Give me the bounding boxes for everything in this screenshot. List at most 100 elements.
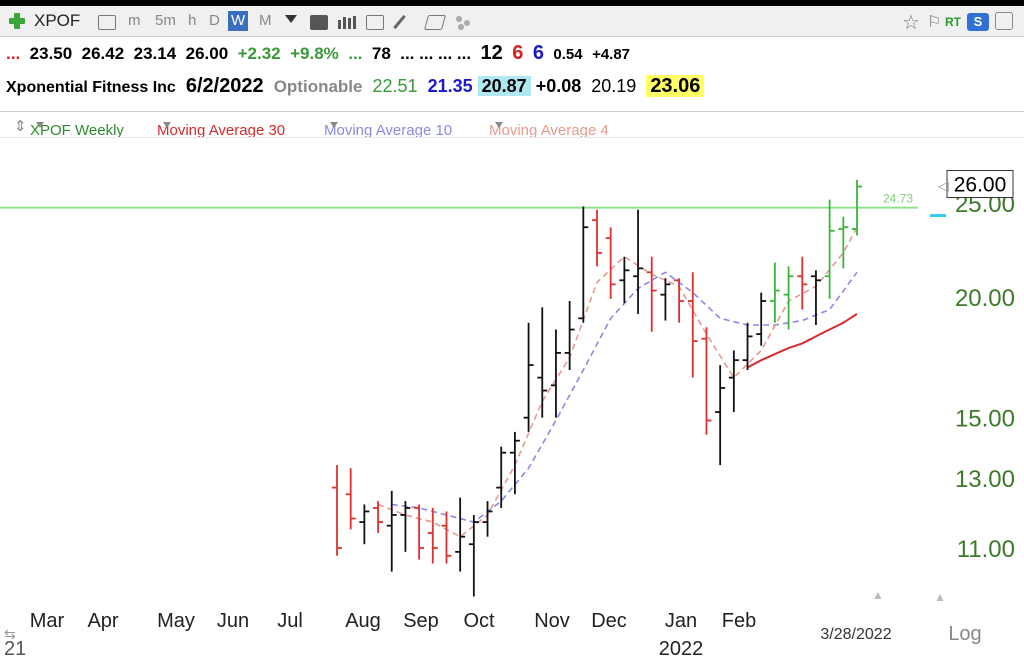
quote-n2: 6 [512, 42, 524, 64]
quote-n4: 0.54 [553, 46, 583, 63]
quote-p5: 20.19 [591, 76, 637, 96]
ohlc-bar [414, 504, 425, 560]
ohlc-bar [687, 272, 698, 378]
realtime-label[interactable]: RT [945, 15, 961, 29]
ohlc-bar [728, 350, 739, 413]
ohlc-bar [468, 514, 479, 597]
ohlc-bar [345, 468, 356, 530]
quote-n5: +4.87 [592, 46, 631, 63]
scroll-up-icon: ▲ [934, 590, 946, 604]
window-top-border [0, 0, 1024, 6]
ohlc-bar [496, 446, 507, 508]
ma-line-0 [747, 313, 858, 369]
ohlc-bar [783, 266, 794, 330]
last-price-box [946, 170, 1014, 199]
quote-date: 6/2/2022 [185, 75, 264, 97]
quote-p6: 23.06 [646, 75, 705, 97]
ohlc-bar [646, 256, 657, 332]
scan-button[interactable]: S [967, 13, 989, 31]
x-month-label: Mar [30, 610, 65, 632]
scale-label: Log [948, 623, 981, 645]
ohlc-bar [455, 497, 466, 572]
ohlc-bar [852, 179, 862, 236]
x-month-label: Aug [345, 610, 381, 632]
x-month-label: Sep [403, 610, 439, 632]
scroll-arrows-icon: ⇆ [4, 626, 16, 642]
ohlc-bar [701, 327, 712, 435]
chevron-down-icon[interactable] [36, 122, 44, 128]
company-name: Xponential Fitness Inc [6, 79, 176, 96]
ohlc-bar [550, 329, 561, 418]
dots-icon[interactable] [456, 16, 470, 30]
ohlc-bar [427, 507, 438, 564]
ohlc-bar [810, 270, 821, 326]
timeframe-d[interactable]: D [209, 12, 220, 29]
quote-n1: 12 [480, 42, 503, 64]
hline-label: 24.73 [883, 192, 913, 206]
x-start-label: 21 [4, 638, 26, 660]
grid-icon[interactable] [366, 15, 384, 30]
quote-dots: ... ... ... ... [400, 44, 472, 63]
x-year-label: 2022 [659, 638, 704, 660]
quote-high: 26.42 [81, 44, 125, 63]
flag-icon[interactable]: ⚐ [927, 14, 942, 31]
ohlc-bar [400, 501, 411, 552]
timeframe-w[interactable]: W [228, 11, 249, 31]
last-price-label: 26.00 [954, 174, 1007, 197]
quote-change: +2.32 [237, 44, 281, 63]
window-icon[interactable] [995, 12, 1013, 30]
drag-handle-icon[interactable]: ⇕ [14, 118, 27, 135]
chevron-down-icon[interactable] [330, 122, 338, 128]
quote-n3: 6 [532, 42, 544, 64]
ohlc-bar [742, 322, 753, 371]
star-icon[interactable]: ☆ [902, 12, 920, 34]
y-tick-label: 11.00 [957, 536, 1015, 563]
pencil-icon[interactable] [393, 14, 406, 30]
x-month-label: Feb [722, 610, 756, 632]
ohlc-bar [332, 465, 342, 556]
ohlc-bar [619, 256, 630, 304]
quote-p4: +0.08 [535, 76, 582, 96]
ma-line-1 [391, 271, 858, 523]
price-chart[interactable]: 24.73 11.0013.0015.0020.0025.0026.00◁Mar… [0, 137, 1024, 665]
ohlc-bar [769, 262, 780, 323]
ohlc-bar [674, 278, 685, 323]
timeframe-m[interactable]: m [128, 12, 141, 29]
chart-background [0, 137, 1024, 665]
ohlc-bar [797, 256, 808, 310]
link-icon[interactable] [98, 15, 116, 30]
eraser-icon[interactable] [423, 15, 447, 30]
quote-dots-green: ... [348, 44, 363, 63]
quote-prefix: ... [6, 44, 21, 63]
quote-open: 23.50 [29, 44, 73, 63]
study-ma30-label: Moving Average 30 [157, 122, 286, 139]
ohlc-bar [482, 501, 493, 537]
timeframe-h[interactable]: h [188, 12, 197, 29]
quote-p2: 21.35 [427, 76, 473, 96]
quote-row-2: Xponential Fitness Inc 6/2/2022 Optionab… [6, 75, 705, 98]
optionable-label: Optionable [273, 77, 363, 96]
y-tick-label: 13.00 [955, 466, 1015, 493]
chevron-down-icon[interactable] [285, 15, 297, 23]
text-tool-icon[interactable] [310, 15, 328, 30]
x-month-label: Oct [463, 610, 495, 632]
timeframe-5m[interactable]: 5m [155, 12, 176, 29]
quote-close: 26.00 [185, 44, 229, 63]
ohlc-bar [441, 511, 452, 564]
ohlc-bar [509, 431, 520, 495]
add-symbol-icon[interactable] [8, 12, 26, 30]
study-ma4-label: Moving Average 4 [489, 122, 609, 139]
cursor-date-label: 3/28/2022 [820, 626, 891, 643]
chevron-down-icon[interactable] [495, 122, 503, 128]
symbol-input[interactable]: XPOF [34, 11, 81, 30]
last-price-arrow: ◁ [938, 178, 949, 194]
ohlc-bar [523, 322, 534, 432]
ohlc-bar [359, 504, 370, 545]
study-ma10-label: Moving Average 10 [324, 122, 453, 139]
x-month-label: Jul [277, 610, 303, 632]
study-price-label: XPOF Weekly [30, 122, 124, 139]
chevron-down-icon[interactable] [163, 122, 171, 128]
symbol-box[interactable]: XPOF [8, 10, 80, 32]
ohlc-bar [824, 199, 835, 299]
timeframe-m-monthly[interactable]: M [259, 12, 272, 29]
